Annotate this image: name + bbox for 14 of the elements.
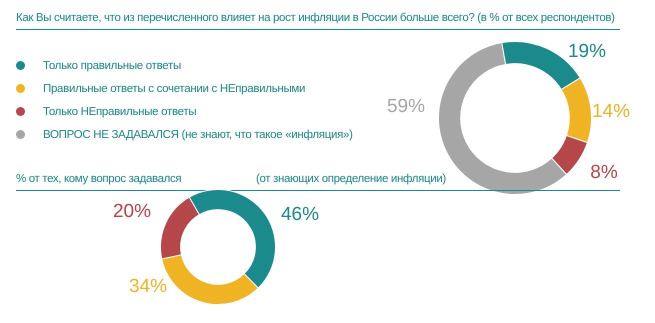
data-label: 46% (280, 204, 320, 226)
data-label: 8% (590, 162, 618, 184)
text: (от знающих определение инфляции) (256, 173, 446, 185)
data-label: 20% (112, 201, 152, 222)
legend-label: Только НЕправильные ответы (43, 106, 196, 118)
legend-label: ВОПРОС НЕ ЗАДАВАЛСЯ (не знают, что такое «инфляция») (43, 128, 353, 140)
legend-label: Только правильные ответы (43, 60, 181, 72)
chart-title: % от тех, кому вопрос задавался (16, 173, 182, 185)
data-label: 14% (592, 101, 630, 122)
data-label: 59% (386, 96, 426, 118)
data-label: 34% (128, 276, 168, 298)
chart-title: Как Вы считаете, что из перечисленного влияет на рост инфляции в России больше всего? (в % от всех респондентов) (16, 12, 620, 30)
legend-label: Правильные ответы с сочетании с НЕправильными (43, 82, 306, 94)
data-label: 19% (568, 41, 606, 62)
